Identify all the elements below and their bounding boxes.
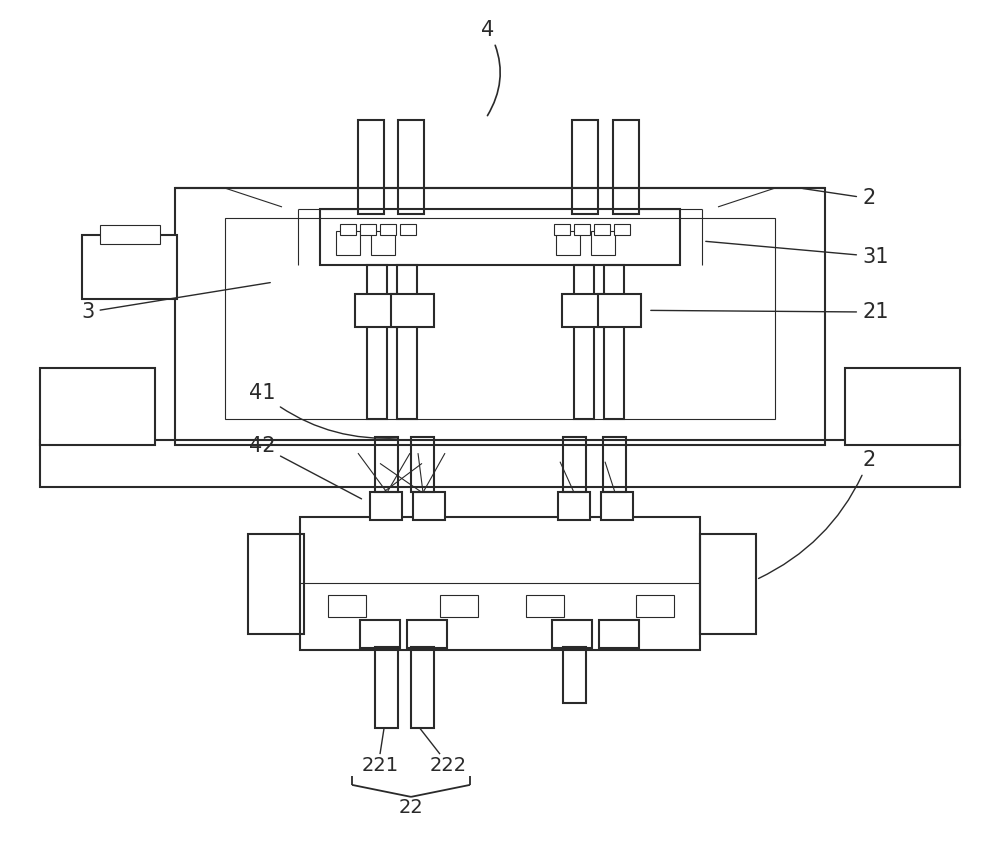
Bar	[556, 231, 580, 255]
Bar	[370, 492, 402, 520]
Bar	[411, 437, 434, 492]
Bar	[574, 224, 590, 235]
Text: 22: 22	[399, 799, 423, 817]
Text: 42: 42	[249, 436, 362, 498]
Bar	[598, 294, 641, 327]
Bar	[552, 620, 592, 648]
Bar	[558, 492, 590, 520]
Text: 2: 2	[759, 450, 875, 579]
Bar	[526, 595, 564, 617]
Bar	[371, 231, 395, 255]
Bar	[603, 437, 626, 492]
Bar	[336, 231, 360, 255]
Bar	[599, 620, 639, 648]
Bar	[440, 595, 478, 617]
Text: 222: 222	[429, 756, 467, 775]
Bar	[300, 517, 700, 650]
Text: 3: 3	[81, 283, 270, 322]
Bar	[636, 595, 674, 617]
Bar	[572, 120, 598, 214]
Text: 31: 31	[706, 241, 889, 267]
Text: 4: 4	[481, 20, 500, 115]
Bar	[82, 235, 177, 299]
Bar	[700, 534, 756, 634]
Bar	[248, 534, 304, 634]
Bar	[40, 440, 960, 487]
Text: 221: 221	[361, 756, 399, 775]
Bar	[563, 437, 586, 492]
Bar	[328, 595, 366, 617]
Bar	[367, 265, 387, 419]
Bar	[40, 368, 155, 445]
Bar	[398, 120, 424, 214]
Bar	[225, 218, 775, 419]
Bar	[340, 224, 356, 235]
Bar	[614, 224, 630, 235]
Bar	[375, 437, 398, 492]
Text: 2: 2	[803, 188, 875, 209]
Text: 41: 41	[249, 383, 397, 439]
Bar	[400, 224, 416, 235]
Bar	[358, 120, 384, 214]
Bar	[360, 224, 376, 235]
Bar	[100, 225, 160, 244]
Bar	[613, 120, 639, 214]
Bar	[175, 188, 825, 445]
Text: 21: 21	[651, 302, 889, 322]
Bar	[413, 492, 445, 520]
Bar	[391, 294, 434, 327]
Bar	[574, 265, 594, 419]
Bar	[604, 265, 624, 419]
Bar	[407, 620, 447, 648]
Bar	[562, 294, 605, 327]
Bar	[360, 620, 400, 648]
Bar	[355, 294, 398, 327]
Bar	[601, 492, 633, 520]
Bar	[594, 224, 610, 235]
Bar	[320, 209, 680, 265]
Bar	[411, 647, 434, 728]
Bar	[380, 224, 396, 235]
Bar	[563, 647, 586, 703]
Bar	[375, 647, 398, 728]
Bar	[845, 368, 960, 445]
Bar	[554, 224, 570, 235]
Bar	[397, 265, 417, 419]
Bar	[591, 231, 615, 255]
